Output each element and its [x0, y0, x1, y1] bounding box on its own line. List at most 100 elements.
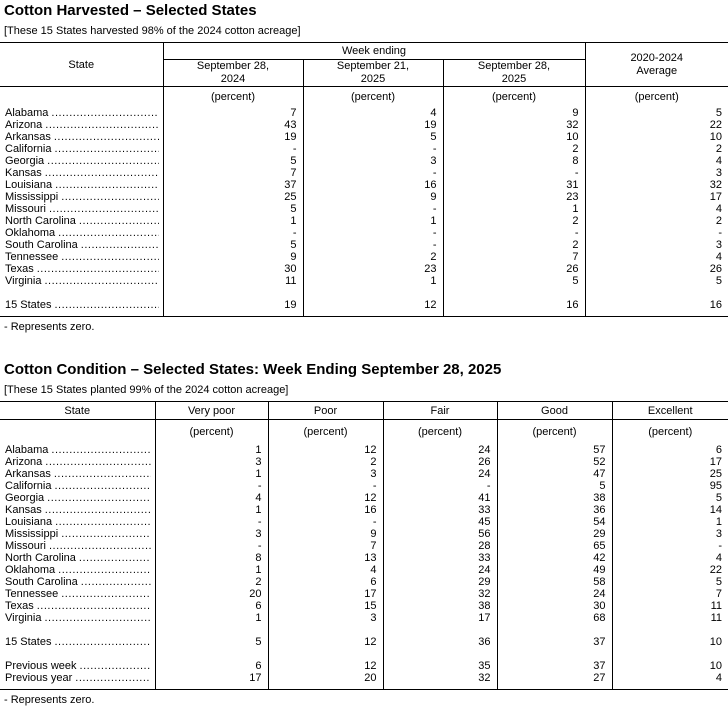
dot-leader	[54, 636, 150, 648]
value-cell: 8	[442, 155, 585, 167]
state-cell: South Carolina	[0, 239, 163, 251]
value-cell: 4	[584, 251, 728, 263]
state-name: South Carolina	[5, 576, 78, 588]
state-name: Virginia	[5, 612, 42, 624]
value-cell: 25	[611, 468, 728, 480]
percent-label: (percent)	[611, 419, 728, 444]
state-cell: North Carolina	[0, 552, 155, 564]
value-cell: 4	[611, 552, 728, 564]
value-cell	[267, 684, 383, 690]
state-name: Oklahoma	[5, 564, 56, 576]
value-cell: 65	[496, 540, 612, 552]
state-cell: Virginia	[0, 612, 155, 624]
value-cell: 1	[154, 564, 268, 576]
percent-label: (percent)	[162, 86, 303, 107]
value-cell: 29	[382, 576, 497, 588]
value-cell	[382, 624, 497, 636]
value-cell	[302, 311, 443, 317]
value-cell: 9	[442, 107, 585, 119]
col-header-state: State	[0, 401, 155, 420]
state-name: Oklahoma	[5, 227, 56, 239]
value-cell	[442, 287, 585, 299]
state-cell: 15 States	[0, 636, 155, 648]
value-cell	[162, 287, 303, 299]
value-cell: 8	[154, 552, 268, 564]
dot-leader	[80, 660, 151, 672]
state-cell: Louisiana	[0, 179, 163, 191]
value-cell: -	[382, 480, 497, 492]
value-cell: 5	[442, 275, 585, 287]
value-cell	[496, 624, 612, 636]
value-cell: 16	[584, 299, 728, 311]
col-header-poor: Poor	[267, 401, 383, 420]
value-cell: 25	[162, 191, 303, 203]
value-cell: 6	[154, 660, 268, 672]
table2-footnote: - Represents zero.	[4, 694, 95, 706]
value-cell: 1	[611, 516, 728, 528]
value-cell	[162, 311, 303, 317]
value-cell: 32	[442, 119, 585, 131]
state-name: 15 States	[5, 636, 52, 648]
dot-leader	[45, 275, 159, 287]
value-cell: 5	[302, 131, 443, 143]
value-cell: 10	[442, 131, 585, 143]
dot-leader	[75, 672, 150, 684]
state-name: 15 States	[5, 299, 52, 311]
value-cell: 3	[584, 167, 728, 179]
value-cell: 57	[496, 444, 612, 456]
value-cell: 1	[302, 215, 443, 227]
state-name: Arkansas	[5, 131, 51, 143]
value-cell: -	[442, 167, 585, 179]
value-cell: 6	[611, 444, 728, 456]
value-cell: 14	[611, 504, 728, 516]
value-cell: 5	[584, 275, 728, 287]
value-cell	[267, 624, 383, 636]
value-cell: 37	[496, 660, 612, 672]
table-row: North Carolina1122	[0, 215, 728, 227]
state-cell: Virginia	[0, 275, 163, 287]
value-cell: 68	[496, 612, 612, 624]
value-cell: 4	[584, 203, 728, 215]
spacer-row	[0, 648, 728, 660]
value-cell: 19	[162, 131, 303, 143]
value-cell: 45	[382, 516, 497, 528]
state-cell: Arizona	[0, 456, 155, 468]
value-cell	[267, 648, 383, 660]
value-cell: 6	[267, 576, 383, 588]
value-cell: 7	[442, 251, 585, 263]
value-cell: 19	[162, 299, 303, 311]
dot-leader	[45, 612, 151, 624]
table-row: 15 States19121616	[0, 299, 728, 311]
dot-leader	[54, 143, 158, 155]
state-name: Mississippi	[5, 528, 59, 540]
value-cell	[302, 287, 443, 299]
percent-row-empty-cell	[0, 420, 155, 445]
col-header-state: State	[0, 42, 163, 87]
table-row: Arkansas1951010	[0, 131, 728, 143]
value-cell: 5	[496, 480, 612, 492]
value-cell	[611, 684, 728, 690]
value-cell: -	[267, 480, 383, 492]
value-cell: 56	[382, 528, 497, 540]
value-cell: 5	[162, 155, 303, 167]
dot-leader	[79, 552, 151, 564]
value-cell: 32	[382, 588, 497, 600]
value-cell: 9	[302, 191, 443, 203]
value-cell	[584, 311, 728, 317]
value-cell: 16	[442, 299, 585, 311]
value-cell: 26	[584, 263, 728, 275]
state-cell: Mississippi	[0, 191, 163, 203]
value-cell: 26	[442, 263, 585, 275]
value-cell: 54	[496, 516, 612, 528]
state-name: Missouri	[5, 540, 46, 552]
value-cell: 5	[162, 239, 303, 251]
dot-leader	[58, 564, 150, 576]
value-cell: 4	[302, 107, 443, 119]
table-row: Kansas7--3	[0, 167, 728, 179]
value-cell: 24	[382, 564, 497, 576]
